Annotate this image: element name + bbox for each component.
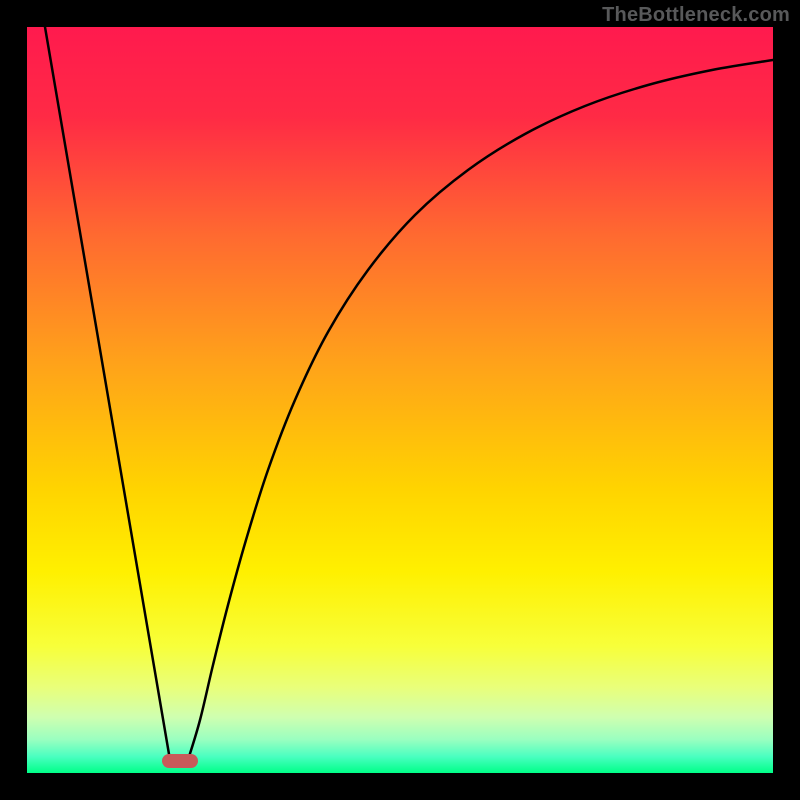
bottleneck-chart — [0, 0, 800, 800]
plot-area — [27, 27, 773, 773]
optimal-marker — [162, 754, 198, 768]
watermark-text: TheBottleneck.com — [602, 4, 790, 27]
chart-frame: TheBottleneck.com — [0, 0, 800, 800]
